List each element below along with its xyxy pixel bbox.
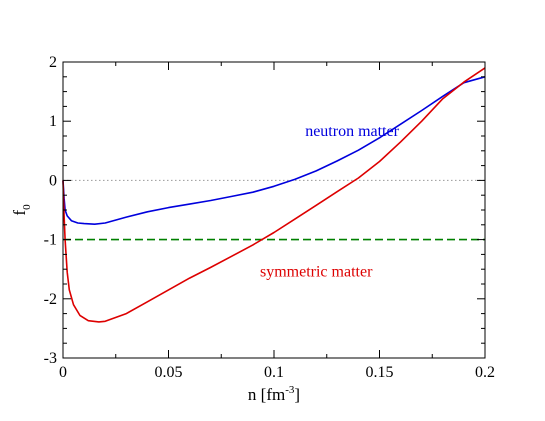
x-tick-label: 0: [59, 364, 67, 381]
x-tick-label: 0.1: [264, 364, 284, 381]
series-line-symmetric-matter: [62, 67, 486, 323]
axes: 0 0.05 0.1 0.15 0.2 -3 -2 -1 0 1 2: [44, 54, 495, 381]
y-axis-label: f0: [10, 204, 33, 216]
y-tick-label: -3: [44, 350, 57, 367]
x-tick-label: 0.2: [475, 364, 495, 381]
y-tick-label: 0: [49, 172, 57, 189]
plot-area: neutron matter symmetric matter: [62, 67, 486, 323]
annotation-label-neutron-matter: neutron matter: [305, 123, 399, 140]
y-tick-label: 1: [49, 113, 57, 130]
y-tick-label: -2: [44, 291, 57, 308]
y-tick-label: -1: [44, 232, 57, 249]
y-tick-label: 2: [49, 54, 57, 71]
x-axis-label: n [fm-3]: [248, 384, 300, 404]
series-line-neutron-matter: [62, 76, 486, 225]
annotation-label-symmetric-matter: symmetric matter: [260, 263, 373, 280]
x-tick-label: 0.15: [366, 364, 394, 381]
x-tick-label: 0.05: [155, 364, 183, 381]
